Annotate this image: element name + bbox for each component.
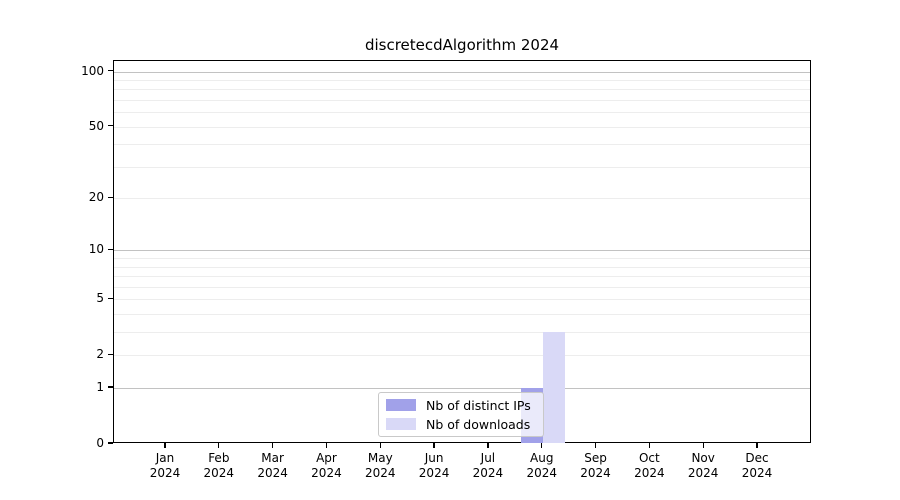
year-label: 2024: [580, 466, 611, 480]
legend-swatch-downloads: [386, 418, 416, 430]
gridline-minor: [114, 198, 810, 200]
x-tick-mark: [433, 443, 435, 448]
gridline-minor: [114, 166, 810, 168]
gridline-major: [114, 388, 810, 390]
x-axis-tick-label: Nov 2024: [673, 451, 733, 481]
x-tick-mark: [325, 443, 328, 448]
month-label: Jun: [424, 451, 444, 465]
bar-downloads: [542, 332, 565, 443]
gridline-minor: [114, 126, 810, 128]
year-label: 2024: [741, 466, 773, 480]
year-label: 2024: [364, 466, 396, 480]
y-tick-mark: [108, 196, 113, 198]
x-axis-tick-label: Apr 2024: [296, 451, 356, 481]
month-label: Sep: [584, 451, 607, 465]
gridline-minor: [114, 266, 810, 268]
x-axis-tick-label: Jan 2024: [135, 451, 195, 481]
x-tick-mark: [379, 443, 381, 448]
x-axis-tick-label: Sep 2024: [566, 451, 626, 481]
year-label: 2024: [526, 466, 557, 480]
month-label: Feb: [208, 451, 230, 465]
y-axis-tick-label: 100: [81, 63, 104, 78]
y-axis-tick-label: 2: [96, 347, 104, 362]
year-label: 2024: [418, 466, 450, 480]
gridline-minor: [114, 112, 810, 114]
gridline-major: [114, 71, 810, 73]
gridline-minor: [114, 276, 810, 278]
gridline-minor: [114, 332, 810, 334]
legend-label-distinct-ips: Nb of distinct IPs: [426, 397, 531, 413]
y-tick-mark: [108, 386, 113, 388]
y-axis-tick-label: 10: [88, 242, 104, 257]
legend: Nb of distinct IPs Nb of downloads: [378, 392, 544, 437]
year-label: 2024: [472, 466, 504, 480]
month-label: Nov: [691, 451, 715, 465]
year-label: 2024: [257, 466, 288, 480]
gridline-minor: [114, 258, 810, 260]
year-label: 2024: [149, 466, 181, 480]
x-tick-mark: [218, 443, 220, 448]
y-axis-tick-label: 20: [88, 190, 104, 205]
x-axis-tick-label: May 2024: [350, 451, 410, 481]
year-label: 2024: [311, 466, 342, 480]
x-axis-tick-label: Feb 2024: [189, 451, 249, 481]
month-label: Jul: [480, 451, 496, 465]
x-tick-mark: [702, 443, 704, 448]
plot-area: [113, 60, 811, 443]
y-tick-mark: [108, 125, 113, 127]
legend-label-downloads: Nb of downloads: [426, 416, 531, 432]
chart-title: discretecdAlgorithm 2024: [364, 36, 560, 54]
x-axis-tick-label: Oct 2024: [619, 451, 679, 481]
x-axis-tick-label: Mar 2024: [243, 451, 303, 481]
gridline-minor: [114, 299, 810, 301]
legend-item-distinct-ips: Nb of distinct IPs: [386, 397, 543, 413]
y-tick-mark: [108, 297, 113, 300]
y-tick-mark: [108, 353, 113, 355]
y-axis-tick-label: 1: [96, 380, 104, 395]
month-label: Oct: [638, 451, 660, 465]
y-tick-mark: [108, 442, 113, 444]
gridline-minor: [114, 355, 810, 357]
x-tick-mark: [541, 443, 543, 448]
month-label: Apr: [316, 451, 337, 465]
x-axis-tick-label: Jul 2024: [458, 451, 518, 481]
month-label: Aug: [530, 451, 554, 465]
month-label: Jan: [155, 451, 175, 465]
month-label: Mar: [261, 451, 284, 465]
gridline-minor: [114, 286, 810, 288]
x-axis-tick-label: Jun 2024: [404, 451, 464, 481]
legend-swatch-distinct-ips: [386, 399, 416, 411]
year-label: 2024: [634, 466, 665, 480]
x-axis-tick-label: Aug 2024: [512, 451, 572, 481]
y-axis-tick-label: 5: [96, 291, 104, 306]
gridline-minor: [114, 89, 810, 91]
x-tick-mark: [271, 443, 274, 448]
gridline-minor: [114, 79, 810, 81]
y-tick-mark: [108, 248, 113, 251]
year-label: 2024: [203, 466, 235, 480]
gridline-minor: [114, 99, 810, 101]
x-axis-tick-label: Dec 2024: [727, 451, 787, 481]
month-label: May: [367, 451, 393, 465]
legend-item-downloads: Nb of downloads: [386, 416, 543, 432]
gridline-minor: [114, 144, 810, 146]
year-label: 2024: [687, 466, 719, 480]
gridline-minor: [114, 314, 810, 316]
y-axis-tick-label: 50: [88, 118, 104, 133]
y-axis-tick-label: 0: [96, 436, 104, 450]
x-tick-mark: [164, 443, 166, 448]
x-tick-mark: [594, 443, 597, 448]
x-tick-mark: [756, 443, 758, 448]
gridline-major: [114, 250, 810, 252]
month-label: Dec: [745, 451, 769, 465]
x-tick-mark: [487, 443, 489, 448]
y-tick-mark: [108, 69, 113, 72]
x-tick-mark: [648, 443, 650, 448]
